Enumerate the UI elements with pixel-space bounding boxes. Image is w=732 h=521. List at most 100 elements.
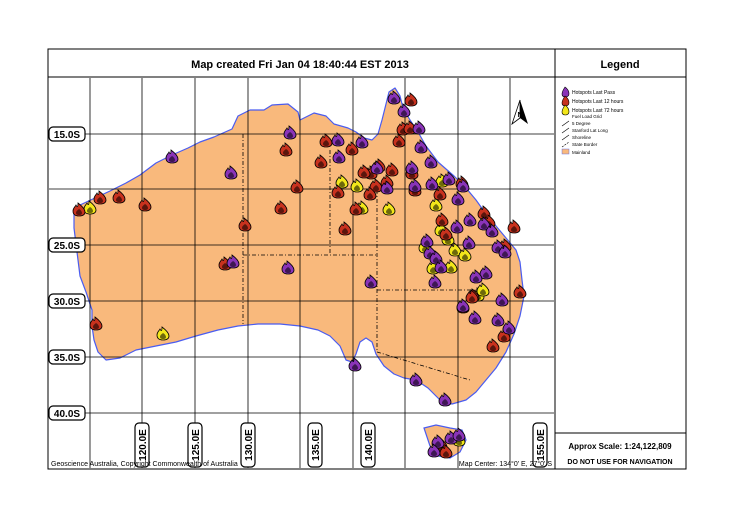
svg-text:120.0E: 120.0E (138, 429, 149, 461)
hotspot-purple-marker[interactable] (281, 260, 295, 275)
hotspot-yellow-marker[interactable] (476, 282, 490, 297)
hotspot-red-marker[interactable] (486, 338, 500, 353)
hotspot-purple-marker[interactable] (424, 154, 438, 169)
hotspot-yellow-marker[interactable] (444, 259, 458, 274)
hotspot-red-marker[interactable] (93, 190, 107, 205)
hotspot-purple-marker[interactable] (434, 259, 448, 274)
line-thin-icon (561, 134, 570, 141)
legend: Hotspots Last Pass Hotspots Last 12 hour… (561, 86, 624, 155)
hotspot-red-marker[interactable] (477, 205, 491, 220)
hotspot-red-marker[interactable] (290, 179, 304, 194)
hotspot-purple-marker[interactable] (380, 180, 394, 195)
fire-yellow-icon (561, 104, 570, 116)
hotspot-red-marker[interactable] (497, 328, 511, 343)
map-title: Map created Fri Jan 04 18:40:44 EST 2013 (191, 59, 409, 71)
hotspot-purple-marker[interactable] (469, 269, 483, 284)
hotspot-purple-marker[interactable] (409, 372, 423, 387)
hotspot-purple-marker[interactable] (414, 139, 428, 154)
hotspot-red-marker[interactable] (279, 142, 293, 157)
hotspot-red-marker[interactable] (357, 164, 371, 179)
hotspot-purple-marker[interactable] (495, 292, 509, 307)
hotspot-purple-marker[interactable] (428, 274, 442, 289)
hotspot-purple-marker[interactable] (502, 320, 516, 335)
state-borders (242, 134, 490, 381)
hotspot-purple-marker[interactable] (491, 312, 505, 327)
legend-item-mainland: Mainland (561, 148, 591, 155)
hotspot-purple-marker[interactable] (462, 235, 476, 250)
hotspot-red-marker[interactable] (513, 284, 527, 299)
hotspot-purple-marker[interactable] (463, 212, 477, 227)
hotspot-purple-marker[interactable] (331, 132, 345, 147)
hotspot-red-marker[interactable] (112, 189, 126, 204)
hotspot-yellow-marker[interactable] (335, 174, 349, 189)
hotspot-red-marker[interactable] (507, 219, 521, 234)
hotspot-red-marker[interactable] (433, 186, 447, 201)
hotspot-purple-marker[interactable] (498, 244, 512, 259)
hotspot-red-marker[interactable] (138, 197, 152, 212)
hotspot-purple-marker[interactable] (408, 178, 422, 193)
hotspot-purple-marker[interactable] (429, 250, 443, 265)
hotspot-red-marker[interactable] (439, 444, 453, 459)
hotspot-red-marker[interactable] (338, 221, 352, 236)
hotspot-purple-marker[interactable] (387, 90, 401, 105)
hotspot-yellow-marker[interactable] (83, 200, 97, 215)
longitude-labels: 120.0E 125.0E 130.0E 135.0E 140.0E 155.0… (134, 422, 548, 468)
hotspot-purple-marker[interactable] (420, 233, 434, 248)
svg-text:40.0S: 40.0S (54, 409, 80, 420)
hotspot-purple-marker[interactable] (452, 427, 466, 442)
hotspot-red-marker[interactable] (404, 92, 418, 107)
hotspot-red-marker[interactable] (238, 217, 252, 232)
hotspot-yellow-marker[interactable] (350, 178, 364, 193)
legend-item-last-12-hours: Hotspots Last 12 hours (561, 95, 624, 107)
hotspot-red-marker[interactable] (274, 200, 288, 215)
hotspot-purple-marker[interactable] (438, 392, 452, 407)
hotspot-red-marker[interactable] (363, 186, 377, 201)
hotspot-red-marker[interactable] (392, 133, 406, 148)
hotspot-yellow-marker[interactable] (458, 247, 472, 262)
hotspot-purple-marker[interactable] (348, 357, 362, 372)
navigation-warning: DO NOT USE FOR NAVIGATION (567, 459, 672, 466)
hotspot-purple-marker[interactable] (477, 216, 491, 231)
hotspot-purple-marker[interactable] (397, 103, 411, 118)
hotspot-red-marker[interactable] (72, 202, 86, 217)
hotspot-purple-marker[interactable] (364, 274, 378, 289)
hotspot-red-marker[interactable] (349, 201, 363, 216)
hotspot-purple-marker[interactable] (485, 223, 499, 238)
hotspot-purple-marker[interactable] (370, 160, 384, 175)
hotspot-purple-marker[interactable] (468, 310, 482, 325)
hotspot-purple-marker[interactable] (412, 120, 426, 135)
hotspot-red-marker[interactable] (345, 141, 359, 156)
hotspot-yellow-marker[interactable] (156, 326, 170, 341)
hotspot-purple-marker[interactable] (355, 134, 369, 149)
hotspot-purple-marker[interactable] (405, 160, 419, 175)
hotspot-red-marker[interactable] (331, 184, 345, 199)
lon-label-135e: 135.0E (307, 422, 323, 468)
hotspot-red-marker[interactable] (435, 212, 449, 227)
hotspot-purple-marker[interactable] (450, 219, 464, 234)
hotspot-purple-marker[interactable] (332, 149, 346, 164)
hotspot-purple-marker[interactable] (226, 254, 240, 269)
hotspot-red-marker[interactable] (314, 154, 328, 169)
hotspot-purple-marker[interactable] (451, 191, 465, 206)
hotspot-red-marker[interactable] (89, 316, 103, 331)
hotspot-purple-marker[interactable] (283, 125, 297, 140)
hotspot-purple-marker[interactable] (165, 149, 179, 164)
hotspot-purple-marker[interactable] (425, 176, 439, 191)
hotspot-yellow-marker[interactable] (382, 201, 396, 216)
hotspot-purple-marker[interactable] (427, 443, 441, 458)
svg-text:Mainland: Mainland (572, 150, 591, 155)
hotspot-red-marker[interactable] (465, 289, 479, 304)
hotspot-yellow-marker[interactable] (429, 197, 443, 212)
hotspot-purple-marker[interactable] (224, 165, 238, 180)
hotspot-purple-marker[interactable] (456, 178, 470, 193)
legend-item-state-border: State Border (561, 141, 598, 148)
svg-text:25.0S: 25.0S (54, 241, 80, 252)
hotspot-red-marker[interactable] (385, 162, 399, 177)
lat-label-15s: 15.0S (48, 126, 86, 142)
hotspot-red-marker[interactable] (439, 226, 453, 241)
copyright-text: Geoscience Australia, Copyright Commonwe… (51, 461, 238, 468)
hotspot-purple-marker[interactable] (479, 265, 493, 280)
hotspot-purple-marker[interactable] (442, 171, 456, 186)
hotspot-purple-marker[interactable] (456, 298, 470, 313)
